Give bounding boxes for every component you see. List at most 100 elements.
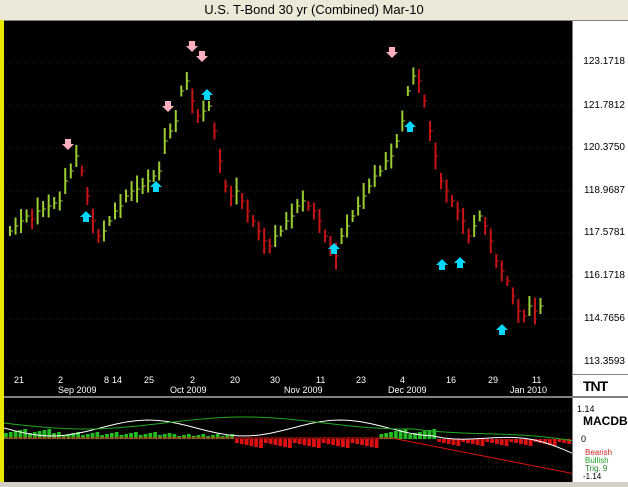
date-day-label: 25 [144,375,155,385]
date-day-label: 16 [446,375,457,385]
macd-hist-bar [562,439,567,443]
macd-hist-bar [23,429,28,439]
price-tick-label: 123.1718 [583,56,625,67]
macd-hist-bar [408,434,413,439]
pane-separator[interactable] [4,396,628,398]
macd-bottom-value: -1.14 [583,472,602,481]
logo-text: TNT [583,378,608,394]
macd-hist-bar [485,439,490,442]
macd-hist-bar [210,435,215,439]
macd-hist-bar [259,439,263,448]
macd-zero: 0 [581,434,587,444]
macd-hist-bar [494,439,499,444]
macd-hist-bar [4,433,8,439]
buy-arrow-icon [328,243,340,254]
macd-hist-bar [340,439,345,447]
macd-hist-bar [528,439,533,446]
macd-hist-bar [360,439,365,445]
macd-hist-bar [186,434,191,439]
buy-arrow-icon [150,181,162,192]
macd-hist-bar [90,433,95,439]
macd-hist-bar [249,439,254,446]
macd-hist-bar [182,435,186,439]
macd-hist-bar [143,434,148,439]
macd-hist-bar [302,439,307,445]
macd-hist-bar [273,439,278,445]
date-day-label: 11 [316,375,326,385]
price-tick-label: 113.3593 [584,356,625,367]
sell-arrow-icon [186,41,198,52]
macd-hist-bar [47,429,52,439]
macd-hist-bar [133,432,138,439]
macd-hist-bar [374,439,379,448]
macd-legend-bullish: Bullish [585,456,609,465]
macd-hist-bar [446,439,451,444]
macd-hist-bar [442,439,446,443]
price-chart[interactable] [4,21,572,374]
macd-hist-bar [336,439,340,446]
macd-hist-bar [384,433,389,439]
macd-hist-bar [499,439,504,445]
macd-hist-bar [567,439,571,444]
macd-hist-bar [124,434,129,439]
macd-hist-bar [389,432,393,439]
macd-hist-bar [172,434,177,439]
macd-hist-bar [379,434,384,439]
macd-hist-bar [254,439,259,447]
price-tick-label: 118.9687 [584,185,625,196]
macd-hist-bar [547,439,552,445]
macd-hist-bar [114,432,119,439]
macd-axis: 1.14 MACDB 0 Bearish Bullish Trig. 9 -1.… [572,398,628,482]
macd-hist-bar [230,434,235,439]
macd-hist-bar [437,439,442,442]
macd-top-value: 1.14 [577,404,595,414]
left-strip [0,20,4,482]
macd-hist-bar [326,439,331,444]
macd-hist-bar [321,439,326,443]
macd-hist-bar [61,435,66,439]
macd-hist-bar [201,434,206,439]
macd-hist-bar [393,431,398,439]
macd-hist-bar [76,432,81,439]
chart-title: U.S. T-Bond 30 yr (Combined) Mar-10 [204,2,424,17]
macd-hist-bar [162,434,167,439]
date-day-label: 29 [488,375,499,385]
date-day-label: 8 [104,375,110,385]
macd-hist-bar [307,439,312,446]
macd-hist-bar [158,435,162,439]
sell-arrow-icon [386,47,398,58]
price-axis: 123.1718 121.7812 120.3750 118.9687 117.… [572,21,628,374]
date-day-label: 21 [14,375,25,385]
sell-arrow-icon [162,101,174,112]
macd-hist-bar [514,439,519,443]
macd-hist-bar [316,439,321,448]
macd-hist-bar [456,439,461,446]
macd-chart[interactable] [3,398,576,482]
date-month-label: Sep 2009 [58,385,97,395]
macd-hist-bar [451,439,456,445]
date-day-label: 14 [112,375,123,385]
macd-hist-bar [288,439,292,448]
buy-arrow-icon [80,211,92,222]
buy-arrow-icon [436,259,448,270]
macd-hist-bar [278,439,283,446]
macd-hist-bar [28,433,32,439]
date-month-label: Jan 2010 [510,385,548,395]
macd-hist-bar [490,439,494,443]
macd-hist-bar [543,439,547,444]
date-day-label: 2 [190,375,196,385]
price-tick-label: 116.1718 [584,270,625,281]
macd-hist-bar [292,439,297,443]
macd-hist-bar [8,432,13,439]
buy-arrow-icon [454,257,466,268]
macd-hist-bar [71,433,76,439]
macd-hist-bar [129,433,133,439]
macd-hist-bar [268,439,273,444]
price-tick-label: 120.3750 [583,142,625,153]
buy-arrow-icon [404,121,416,132]
macd-hist-bar [225,435,230,439]
macd-hist-bar [432,429,437,439]
macd-hist-bar [13,431,18,439]
date-day-label: 30 [270,375,281,385]
sell-arrow-icon [196,51,208,62]
